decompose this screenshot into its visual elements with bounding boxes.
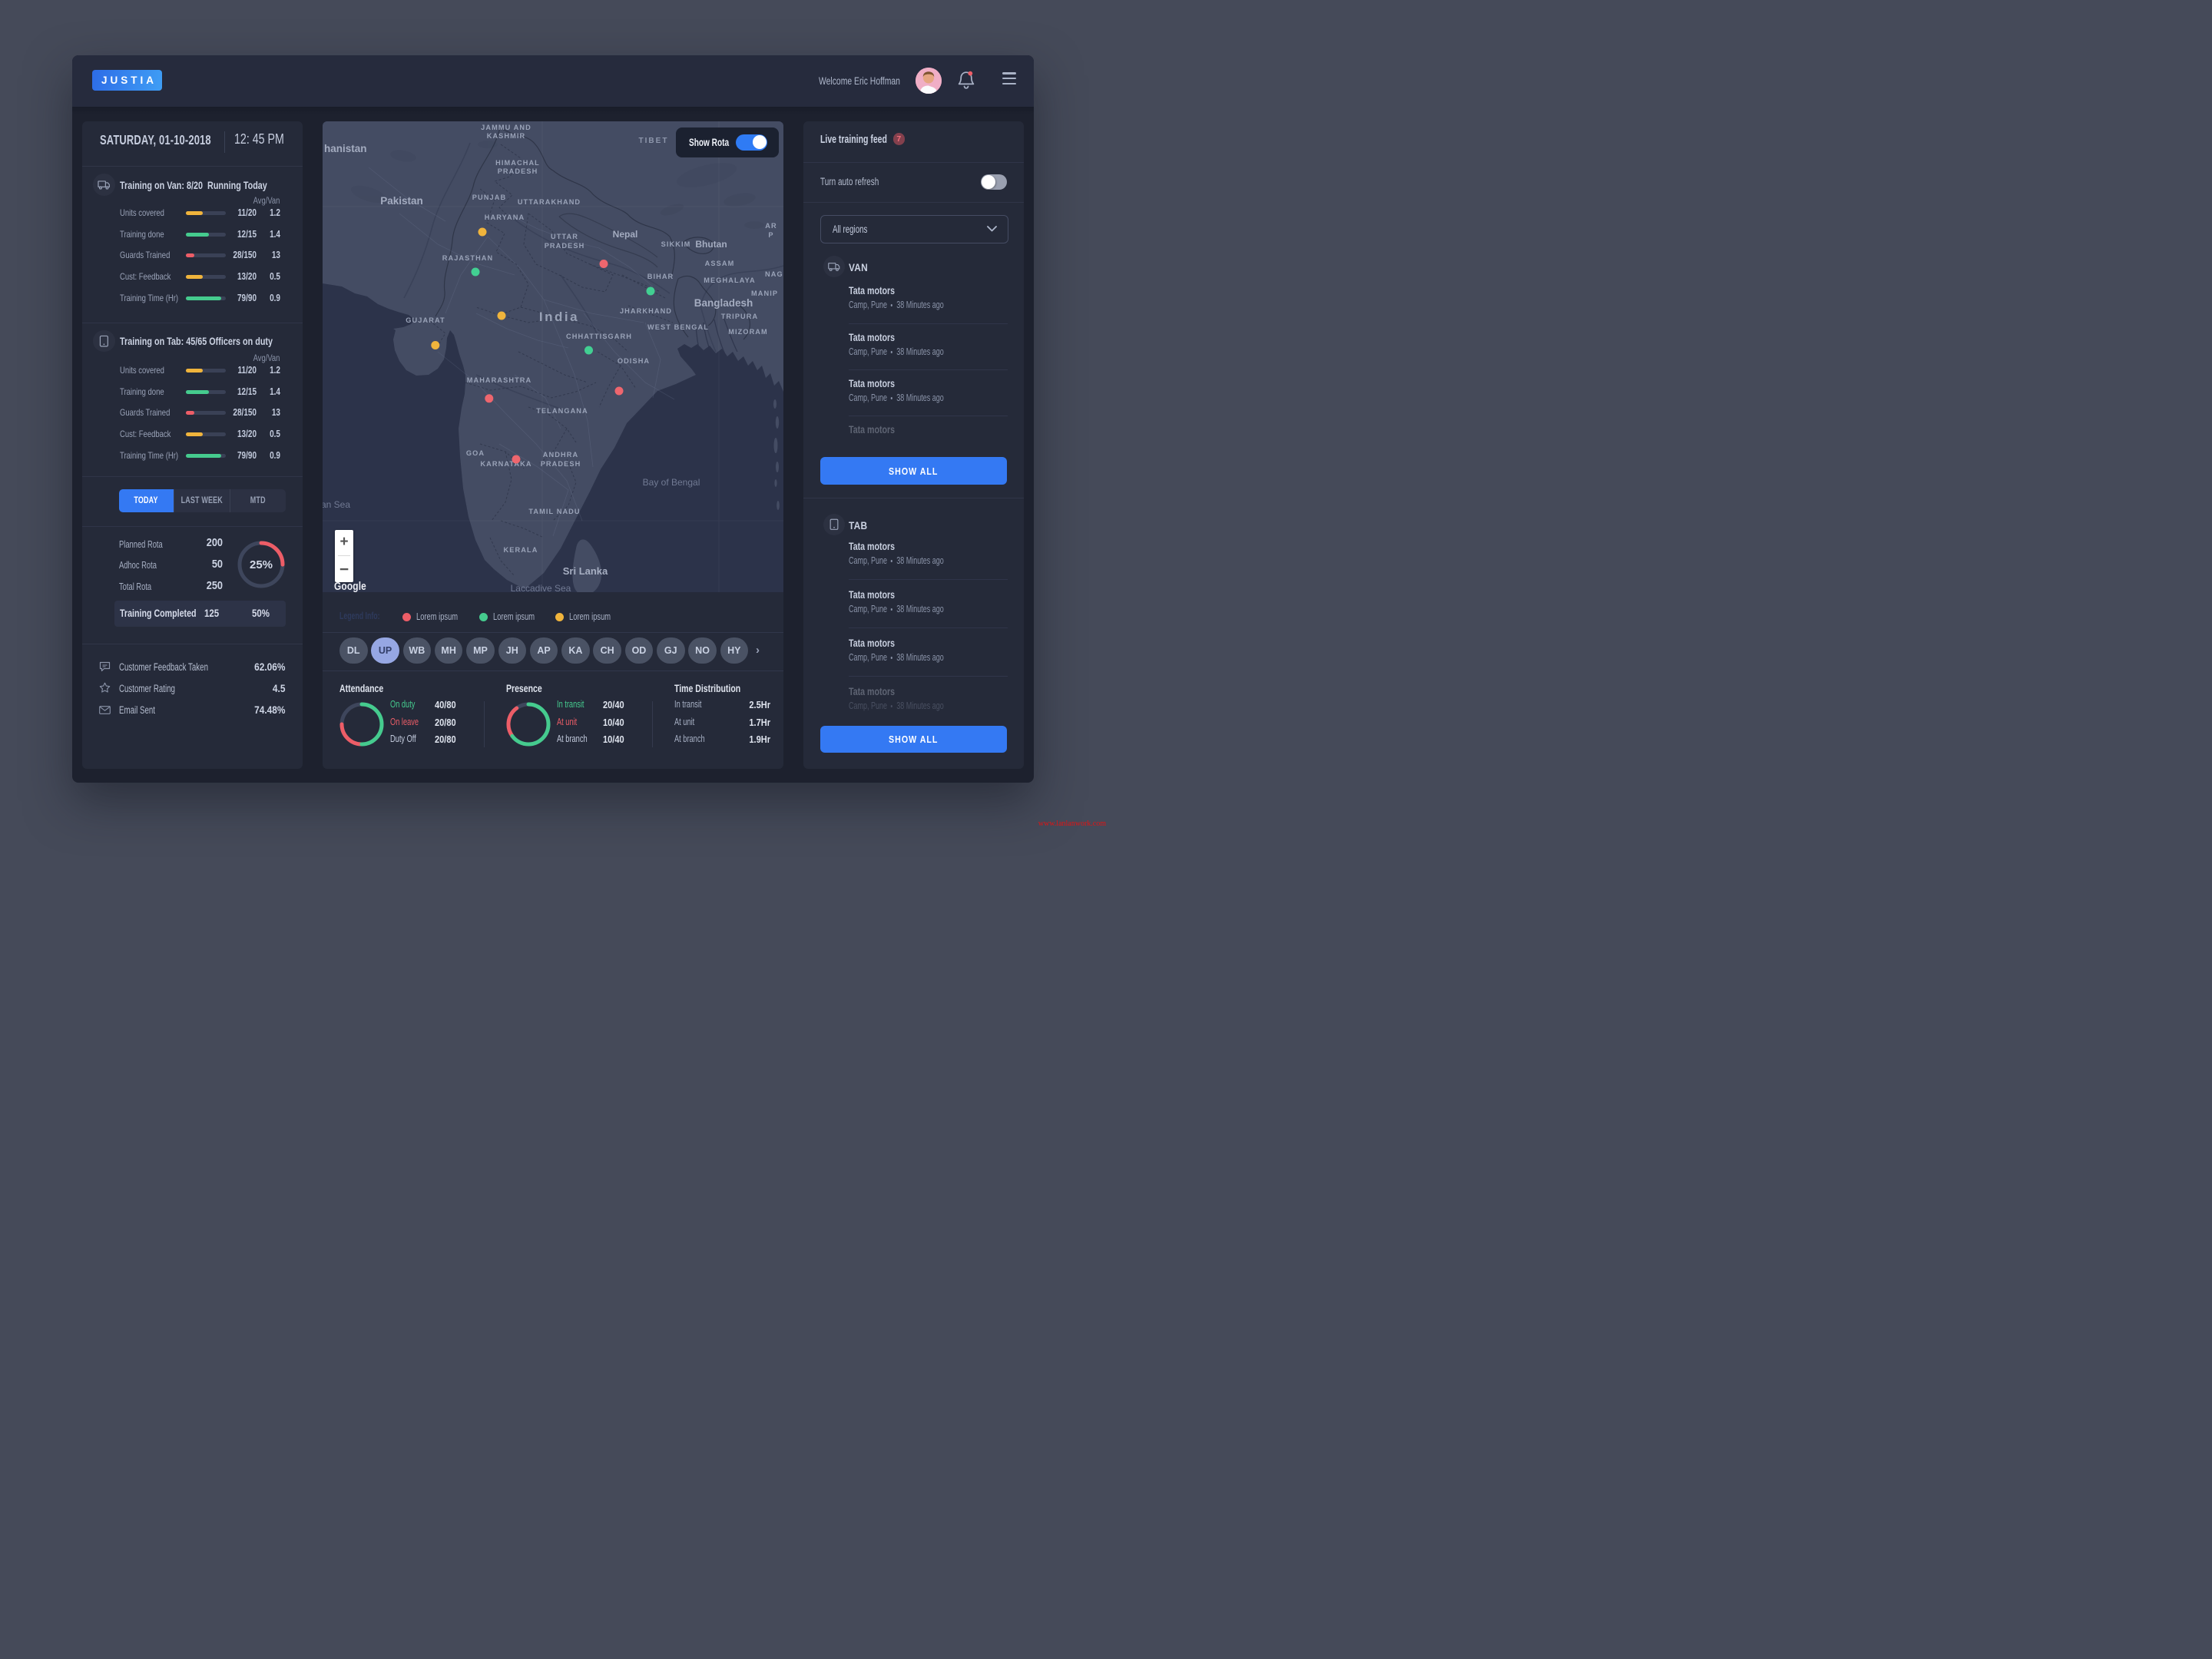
svg-text:BIHAR: BIHAR [647,273,674,280]
svg-text:Nepal: Nepal [613,229,638,240]
svg-text:KERALA: KERALA [504,546,538,554]
svg-text:MEGHALAYA: MEGHALAYA [704,276,755,284]
svg-text:TELANGANA: TELANGANA [536,407,588,415]
svg-text:Bhutan: Bhutan [695,239,727,250]
svg-text:Pakistan: Pakistan [380,195,423,207]
svg-text:KASHMIR: KASHMIR [487,132,526,140]
svg-text:RAJASTHAN: RAJASTHAN [442,254,494,262]
svg-text:TRIPURA: TRIPURA [721,313,759,320]
svg-text:MAHARASHTRA: MAHARASHTRA [467,376,532,384]
svg-text:JAMMU AND: JAMMU AND [481,124,531,131]
svg-text:HIMACHAL: HIMACHAL [495,159,540,167]
svg-text:ODISHA: ODISHA [618,357,650,365]
svg-text:an Sea: an Sea [323,499,350,510]
svg-text:ANDHRA: ANDHRA [543,451,578,459]
svg-text:JHARKHAND: JHARKHAND [620,307,672,315]
svg-text:UTTARAKHAND: UTTARAKHAND [518,198,581,206]
svg-text:Bangladesh: Bangladesh [694,297,753,309]
svg-text:MANIP: MANIP [751,290,778,297]
svg-text:PUNJAB: PUNJAB [472,194,506,201]
svg-text:NAG: NAG [765,270,783,278]
svg-text:Sri Lanka: Sri Lanka [563,565,608,577]
svg-text:PRADESH: PRADESH [541,460,581,468]
svg-text:SIKKIM: SIKKIM [661,240,691,248]
svg-text:PRADESH: PRADESH [498,167,538,175]
svg-text:P: P [768,231,773,239]
svg-text:AR: AR [765,222,777,230]
svg-text:India: India [539,310,579,324]
svg-text:MIZORAM: MIZORAM [728,328,768,336]
svg-text:hanistan: hanistan [324,143,367,154]
svg-text:GOA: GOA [466,449,485,457]
svg-text:GUJARAT: GUJARAT [406,316,445,324]
svg-text:WEST BENGAL: WEST BENGAL [647,323,709,331]
svg-text:TAMIL NADU: TAMIL NADU [528,508,580,515]
svg-text:Laccadive Sea: Laccadive Sea [511,583,571,592]
svg-text:KARNATAKA: KARNATAKA [480,460,531,468]
svg-text:CHHATTISGARH: CHHATTISGARH [566,333,632,340]
svg-text:PRADESH: PRADESH [545,242,585,250]
svg-text:ASSAM: ASSAM [705,260,735,267]
svg-text:HARYANA: HARYANA [485,214,525,221]
svg-text:TIBET: TIBET [639,137,669,145]
svg-text:UTTAR: UTTAR [551,233,578,240]
svg-text:Bay of Bengal: Bay of Bengal [643,477,700,488]
